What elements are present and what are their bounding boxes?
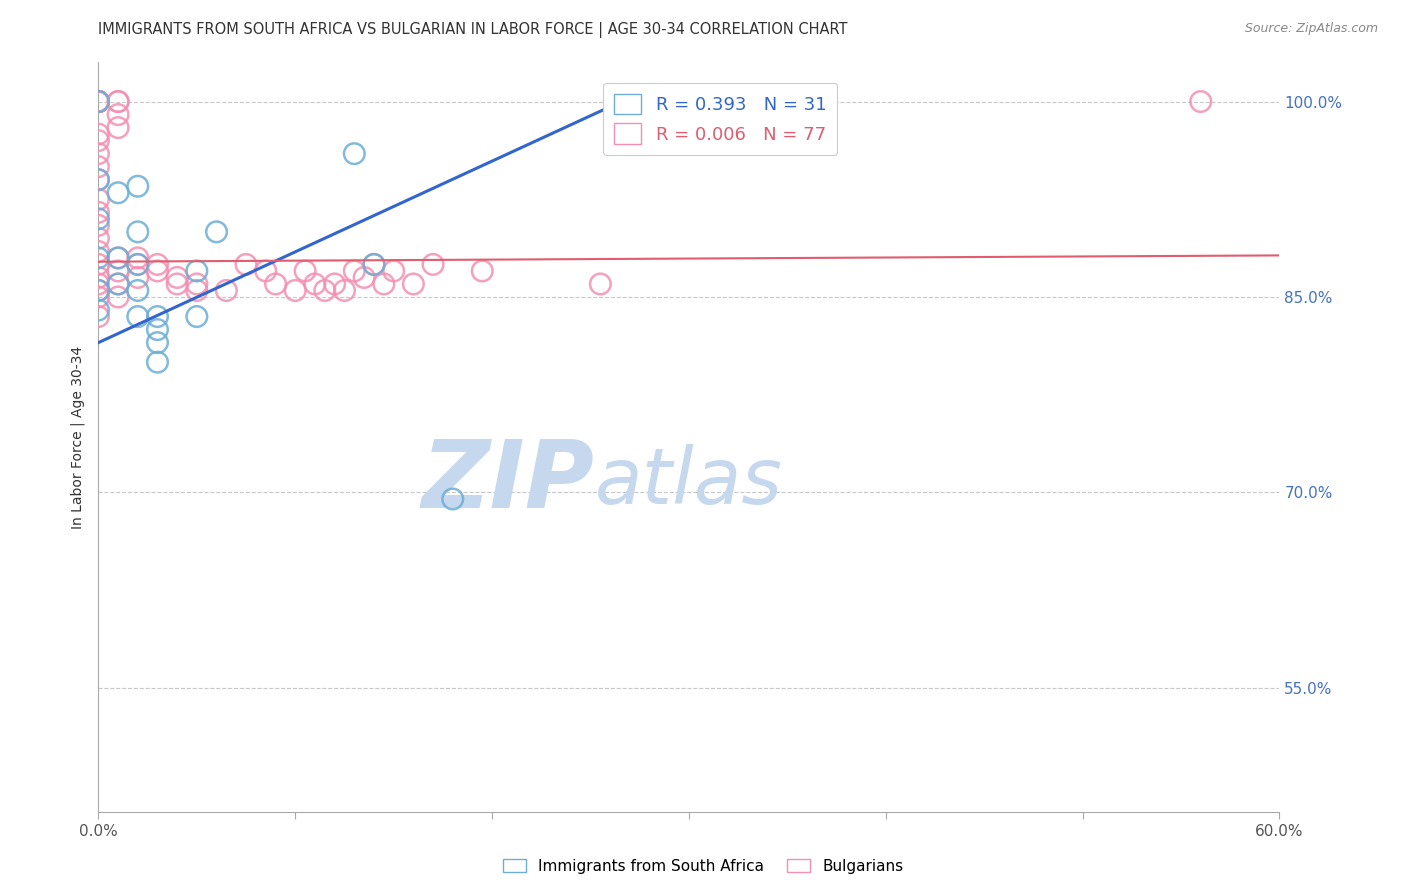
Point xyxy=(166,270,188,285)
Y-axis label: In Labor Force | Age 30-34: In Labor Force | Age 30-34 xyxy=(70,345,86,529)
Point xyxy=(87,231,110,245)
Point xyxy=(87,95,110,109)
Point xyxy=(107,251,129,265)
Point xyxy=(284,284,307,298)
Point xyxy=(87,95,110,109)
Point xyxy=(87,284,110,298)
Point xyxy=(127,310,149,324)
Point xyxy=(87,172,110,186)
Point xyxy=(87,205,110,219)
Point xyxy=(107,277,129,291)
Point xyxy=(186,264,208,278)
Point xyxy=(127,225,149,239)
Point xyxy=(146,355,169,369)
Point xyxy=(87,303,110,318)
Point xyxy=(127,251,149,265)
Point xyxy=(127,257,149,271)
Point xyxy=(373,277,395,291)
Point xyxy=(146,310,169,324)
Point xyxy=(146,257,169,271)
Point xyxy=(87,270,110,285)
Point xyxy=(87,277,110,291)
Point xyxy=(215,284,238,298)
Point xyxy=(314,284,336,298)
Point xyxy=(264,277,287,291)
Point xyxy=(87,192,110,206)
Point xyxy=(205,225,228,239)
Legend: Immigrants from South Africa, Bulgarians: Immigrants from South Africa, Bulgarians xyxy=(496,853,910,880)
Point xyxy=(333,284,356,298)
Point xyxy=(186,310,208,324)
Point xyxy=(619,95,641,109)
Point xyxy=(87,284,110,298)
Point xyxy=(353,270,375,285)
Point xyxy=(87,160,110,174)
Point xyxy=(87,146,110,161)
Point xyxy=(343,264,366,278)
Point xyxy=(107,290,129,304)
Point xyxy=(87,219,110,233)
Point xyxy=(87,95,110,109)
Point xyxy=(87,310,110,324)
Point xyxy=(87,95,110,109)
Point xyxy=(441,491,464,506)
Text: atlas: atlas xyxy=(595,444,782,520)
Point xyxy=(402,277,425,291)
Point xyxy=(87,95,110,109)
Point xyxy=(343,146,366,161)
Point xyxy=(146,322,169,336)
Point xyxy=(87,95,110,109)
Point xyxy=(127,270,149,285)
Point xyxy=(127,284,149,298)
Point xyxy=(363,257,385,271)
Text: ZIP: ZIP xyxy=(422,436,595,528)
Point xyxy=(87,244,110,259)
Text: Source: ZipAtlas.com: Source: ZipAtlas.com xyxy=(1244,22,1378,36)
Point xyxy=(87,95,110,109)
Point xyxy=(87,257,110,271)
Point xyxy=(363,257,385,271)
Point xyxy=(107,277,129,291)
Point xyxy=(619,95,641,109)
Point xyxy=(146,264,169,278)
Point xyxy=(107,120,129,135)
Point xyxy=(186,277,208,291)
Point xyxy=(146,335,169,350)
Point xyxy=(422,257,444,271)
Point xyxy=(127,257,149,271)
Point xyxy=(107,107,129,121)
Point xyxy=(589,277,612,291)
Point xyxy=(87,95,110,109)
Point xyxy=(107,186,129,200)
Point xyxy=(166,277,188,291)
Point xyxy=(107,95,129,109)
Point xyxy=(382,264,405,278)
Point xyxy=(323,277,346,291)
Point xyxy=(294,264,316,278)
Point xyxy=(107,95,129,109)
Point xyxy=(87,134,110,148)
Point xyxy=(304,277,326,291)
Point xyxy=(87,251,110,265)
Point xyxy=(87,290,110,304)
Point xyxy=(471,264,494,278)
Point xyxy=(619,95,641,109)
Point xyxy=(87,172,110,186)
Point xyxy=(107,251,129,265)
Point xyxy=(1189,95,1212,109)
Point xyxy=(87,211,110,226)
Point xyxy=(186,284,208,298)
Legend: R = 0.393   N = 31, R = 0.006   N = 77: R = 0.393 N = 31, R = 0.006 N = 77 xyxy=(603,83,838,155)
Point xyxy=(254,264,277,278)
Point xyxy=(87,127,110,141)
Point xyxy=(235,257,257,271)
Point xyxy=(127,179,149,194)
Point xyxy=(619,95,641,109)
Point xyxy=(107,264,129,278)
Point xyxy=(87,95,110,109)
Text: IMMIGRANTS FROM SOUTH AFRICA VS BULGARIAN IN LABOR FORCE | AGE 30-34 CORRELATION: IMMIGRANTS FROM SOUTH AFRICA VS BULGARIA… xyxy=(98,22,848,38)
